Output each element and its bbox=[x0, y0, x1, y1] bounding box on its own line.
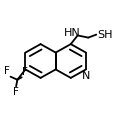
Text: N: N bbox=[82, 71, 91, 81]
Text: F: F bbox=[4, 66, 10, 76]
Text: HN: HN bbox=[64, 28, 80, 38]
Text: F: F bbox=[22, 67, 28, 77]
Text: SH: SH bbox=[97, 30, 112, 40]
Text: F: F bbox=[13, 87, 19, 97]
